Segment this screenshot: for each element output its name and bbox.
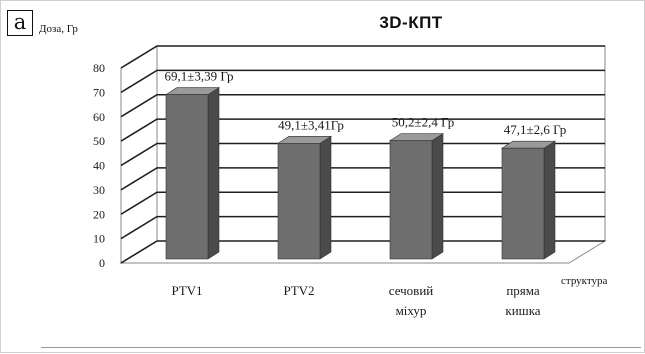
bar-side	[431, 133, 444, 260]
y-tick-label: 20	[93, 207, 105, 221]
gridline	[120, 142, 605, 167]
y-tick-label: 70	[93, 85, 105, 99]
data-label: 50,2±2,4 Гр	[392, 115, 455, 130]
bar-side	[319, 135, 332, 260]
bar	[501, 147, 545, 260]
y-tick-label: 60	[93, 110, 105, 124]
y-tick-label: 50	[93, 134, 105, 148]
bottom-border-line	[41, 347, 641, 348]
gridline	[120, 93, 605, 118]
gridline	[120, 240, 605, 264]
x-tick-label: пряма	[506, 283, 540, 298]
x-tick-label: PTV2	[283, 283, 314, 298]
x-tick-label: міхур	[396, 303, 427, 318]
gridline	[120, 191, 605, 215]
x-axis-label: структура	[561, 275, 608, 287]
x-tick-label: PTV1	[171, 283, 202, 298]
chart-title: 3D-КПТ	[379, 13, 443, 32]
bar-side	[207, 87, 220, 260]
x-tick-label: кишка	[505, 303, 540, 318]
bar-side	[543, 140, 556, 260]
y-tick-label: 30	[93, 183, 105, 197]
gridline	[120, 167, 605, 191]
gridline	[120, 45, 605, 69]
y-tick-label: 40	[93, 159, 105, 173]
data-label: 49,1±3,41Гр	[278, 117, 344, 132]
gridline	[120, 215, 605, 240]
x-tick-label: сечовий	[389, 283, 434, 298]
data-label: 69,1±3,39 Гр	[164, 69, 233, 84]
y-tick-label: 0	[99, 256, 105, 270]
y-tick-label: 10	[93, 232, 105, 246]
gridline	[120, 69, 605, 94]
y-axis-label: Доза, Гр	[39, 23, 78, 35]
panel-label: a	[7, 10, 33, 36]
bar	[165, 94, 209, 260]
bar	[277, 143, 321, 260]
y-tick-label: 80	[93, 61, 105, 75]
gridline	[120, 118, 605, 142]
data-label: 47,1±2,6 Гр	[504, 122, 567, 137]
bar	[389, 140, 433, 260]
